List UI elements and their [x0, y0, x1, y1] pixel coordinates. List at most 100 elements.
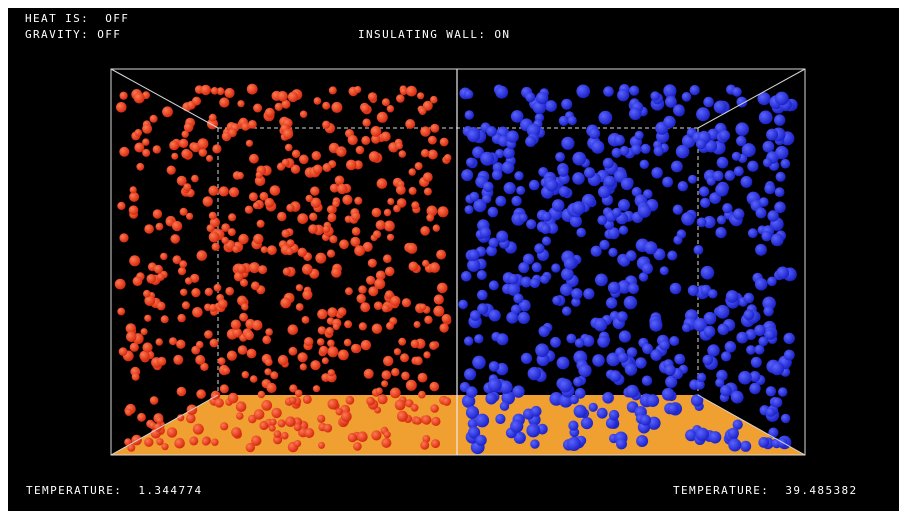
red-particle — [381, 98, 390, 107]
red-particle — [294, 389, 303, 398]
red-particle — [277, 419, 286, 428]
red-particle — [196, 389, 206, 399]
heat-status: HEAT IS: OFF — [25, 12, 129, 25]
red-particle — [178, 138, 189, 148]
red-particle — [173, 354, 184, 365]
red-particle — [383, 431, 391, 439]
blue-particle — [673, 235, 683, 245]
blue-particle — [706, 176, 716, 186]
red-particle — [420, 226, 430, 236]
blue-particle — [514, 171, 524, 181]
red-particle — [299, 363, 307, 371]
blue-particle — [475, 413, 490, 428]
red-particle — [126, 331, 137, 343]
red-particle — [361, 135, 371, 145]
red-particle — [396, 198, 407, 208]
blue-particle — [535, 91, 549, 105]
red-particle — [337, 183, 348, 195]
blue-particle — [733, 208, 745, 220]
red-particle — [286, 239, 295, 248]
red-particle — [174, 437, 185, 449]
red-particle — [202, 196, 213, 207]
blue-particle — [528, 179, 540, 191]
blue-particle — [741, 143, 756, 158]
red-particle — [419, 303, 427, 311]
red-particle — [155, 338, 163, 346]
red-particle — [383, 355, 394, 367]
red-particle — [136, 162, 145, 171]
heat-status-label: HEAT IS: — [25, 12, 90, 25]
blue-particle — [541, 236, 552, 246]
red-particle — [226, 350, 237, 361]
red-particle — [143, 289, 151, 298]
red-particle — [413, 417, 422, 425]
blue-particle — [682, 323, 692, 333]
red-particle — [249, 153, 259, 164]
left-particle-group — [114, 83, 452, 453]
blue-particle — [665, 95, 677, 108]
red-particle — [171, 220, 183, 232]
red-particle — [248, 120, 257, 129]
blue-particle — [693, 318, 708, 332]
red-particle — [129, 342, 139, 352]
blue-particle — [499, 380, 513, 394]
red-particle — [332, 323, 340, 331]
blue-particle — [545, 179, 559, 192]
red-particle — [241, 122, 250, 131]
blue-particle — [662, 176, 673, 188]
red-particle — [328, 86, 337, 95]
red-particle — [429, 262, 441, 273]
red-particle — [142, 342, 153, 353]
red-particle — [430, 95, 438, 104]
red-particle — [410, 339, 420, 349]
blue-particle — [646, 394, 660, 407]
red-particle — [196, 250, 208, 261]
blue-particle — [513, 431, 526, 444]
blue-particle — [740, 176, 753, 188]
red-particle — [363, 368, 374, 379]
blue-particle — [765, 386, 777, 397]
red-particle — [253, 409, 265, 420]
insulating-wall-value: ON — [494, 28, 511, 41]
red-particle — [152, 145, 161, 154]
blue-particle — [555, 152, 565, 162]
red-particle — [432, 224, 440, 232]
red-particle — [368, 151, 380, 163]
blue-particle — [464, 110, 474, 120]
blue-particle — [464, 205, 474, 215]
blue-particle — [592, 354, 605, 367]
red-particle — [245, 442, 255, 453]
blue-particle — [568, 420, 579, 431]
red-particle — [405, 379, 417, 391]
blue-particle — [730, 390, 744, 404]
blue-particle — [703, 215, 716, 229]
red-particle — [232, 328, 242, 338]
red-particle — [301, 316, 310, 324]
red-particle — [181, 148, 192, 159]
blue-particle — [467, 258, 481, 272]
blue-particle — [703, 311, 717, 325]
blue-particle — [595, 273, 608, 287]
particle-chamber — [110, 68, 806, 456]
red-particle — [387, 198, 395, 205]
blue-particle — [616, 311, 628, 322]
red-particle — [149, 396, 159, 405]
red-particle — [255, 171, 263, 179]
red-particle — [285, 416, 296, 428]
blue-particle — [775, 171, 786, 182]
red-particle — [264, 107, 275, 118]
red-particle — [133, 92, 145, 104]
blue-particle — [735, 122, 749, 136]
red-particle — [351, 211, 361, 221]
blue-particle — [774, 201, 786, 214]
blue-particle — [530, 405, 542, 417]
left-temperature-value: 1.344774 — [138, 484, 203, 497]
blue-particle — [719, 130, 731, 141]
red-particle — [367, 258, 377, 268]
blue-particle — [512, 385, 525, 398]
blue-particle — [749, 382, 761, 395]
red-particle — [431, 416, 441, 426]
red-particle — [362, 241, 373, 252]
blue-particle — [608, 247, 618, 257]
red-particle — [304, 337, 314, 347]
